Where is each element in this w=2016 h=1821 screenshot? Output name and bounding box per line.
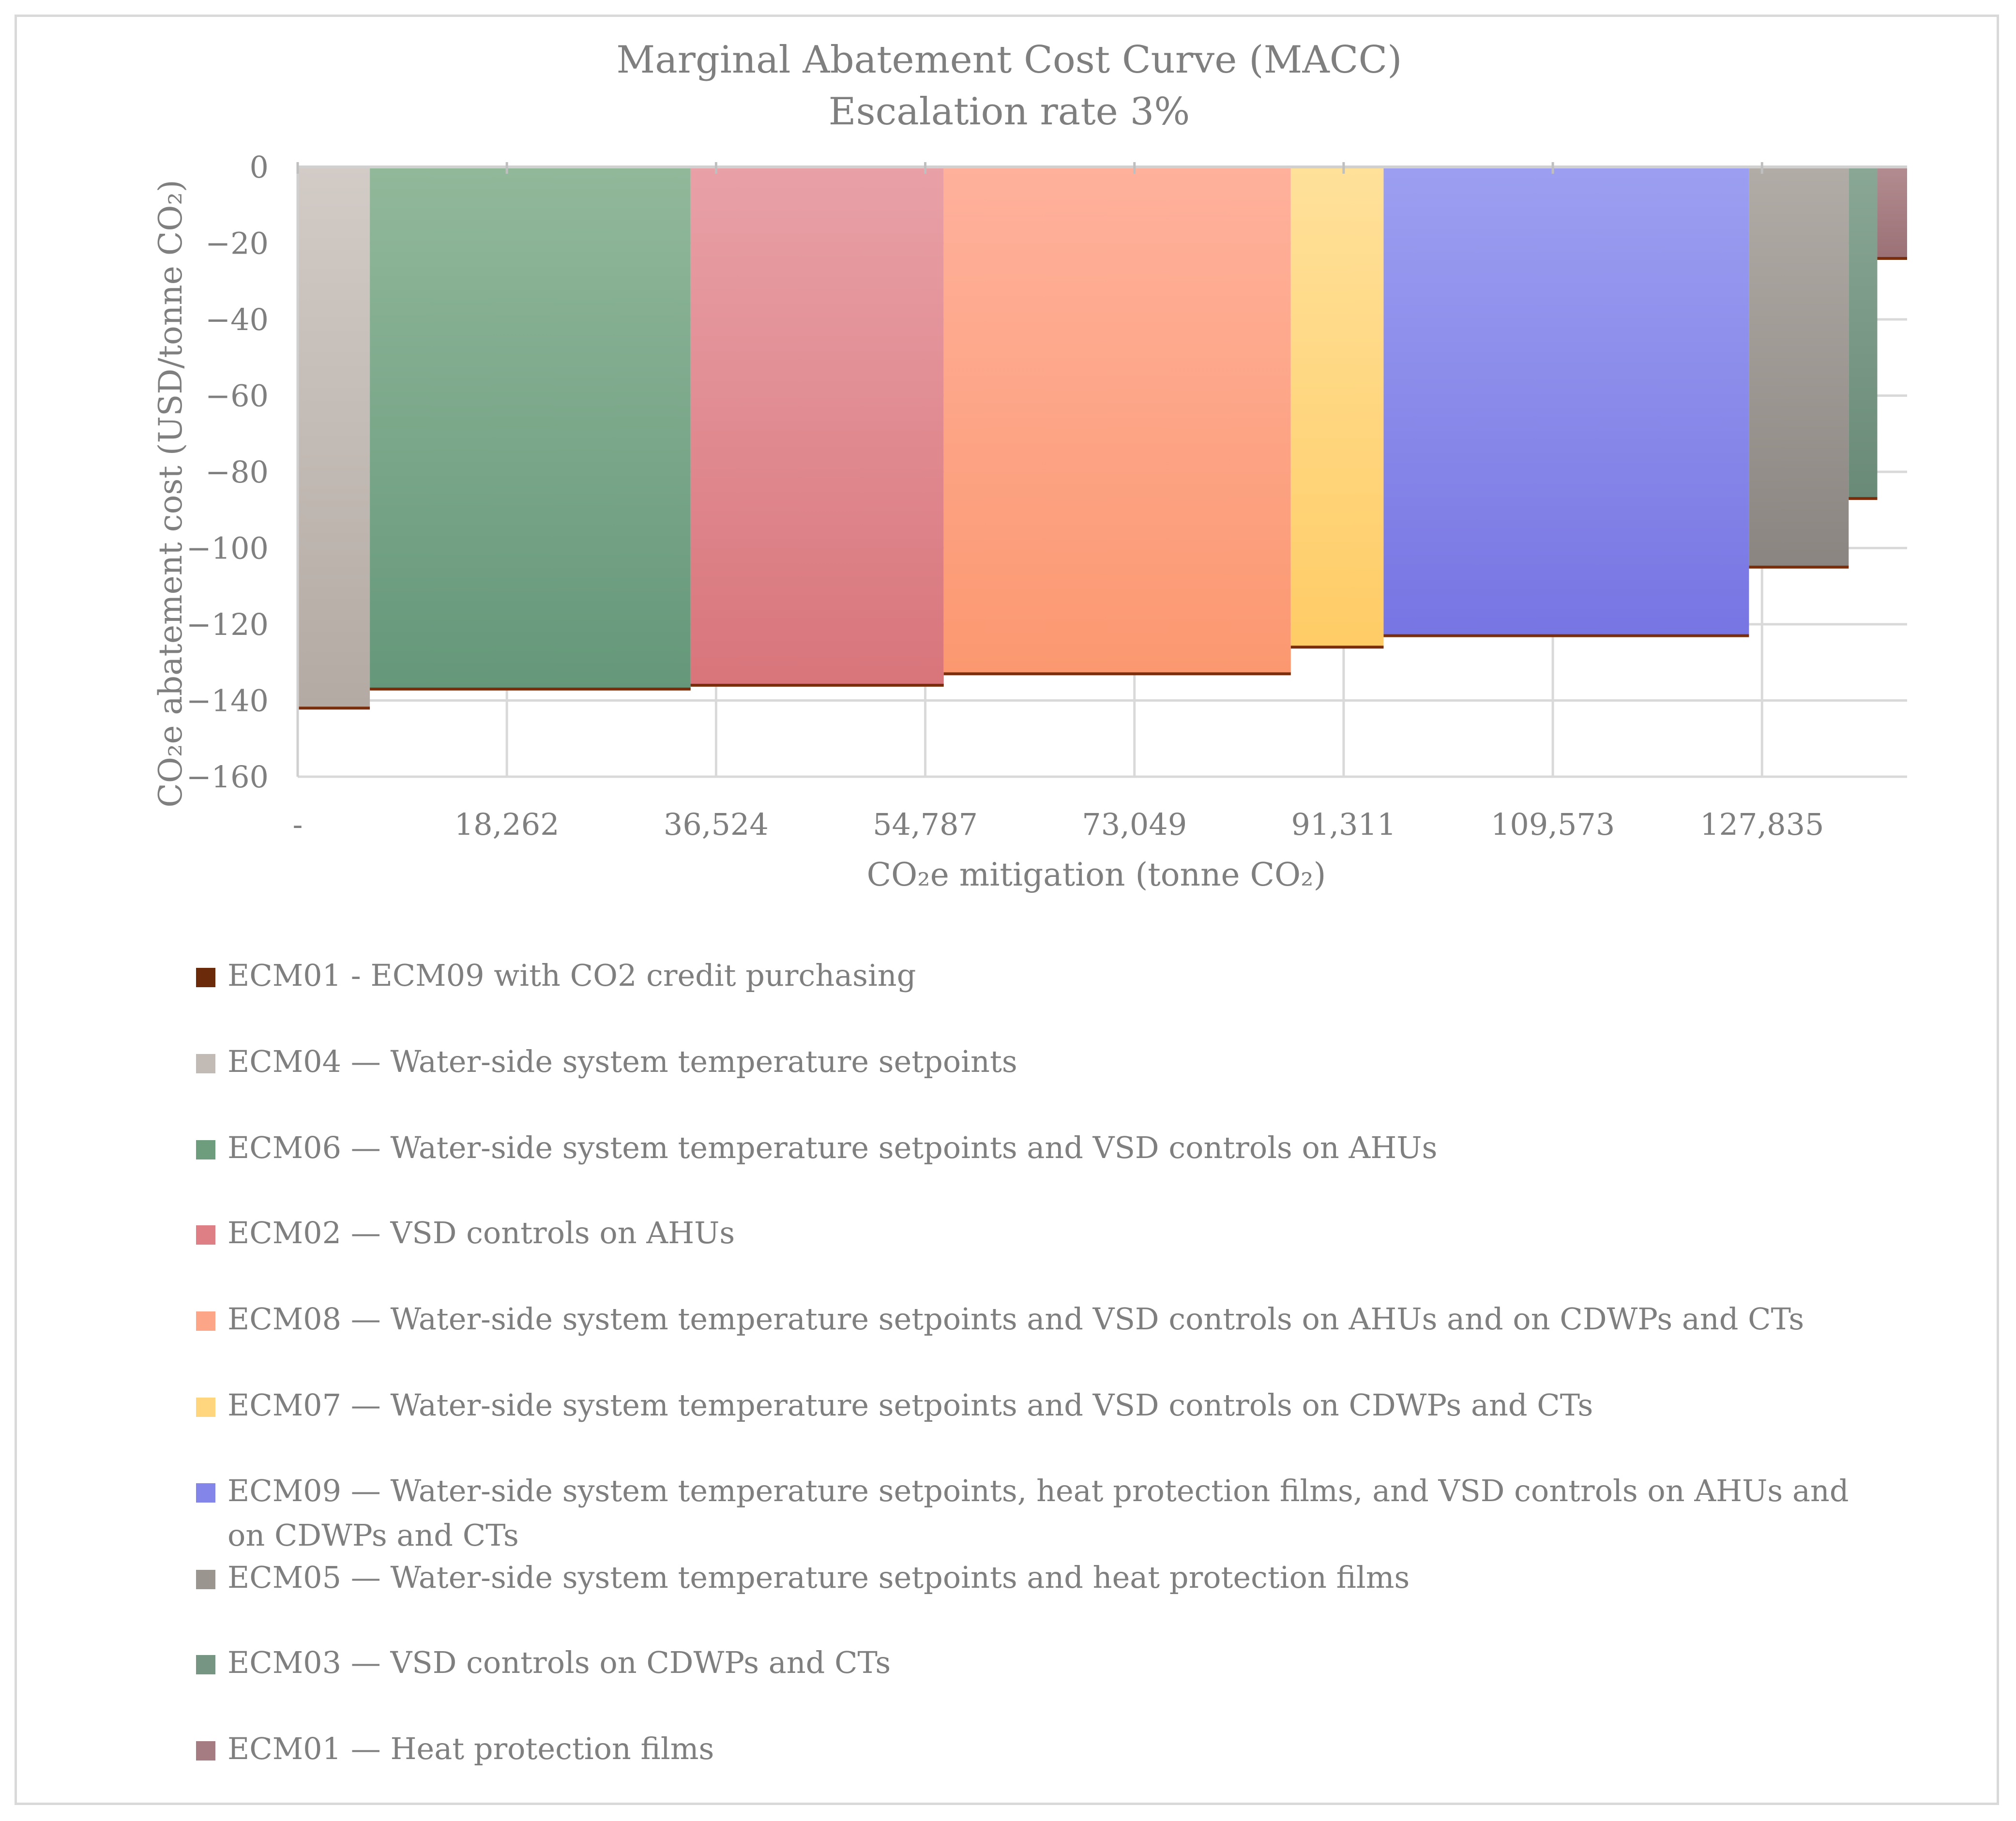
x-tick-label: 127,835 bbox=[1700, 807, 1824, 842]
legend-label: ECM08 — Water-side system temperature se… bbox=[227, 1301, 1804, 1337]
legend-label: ECM04 — Water-side system temperature se… bbox=[227, 1044, 1017, 1079]
macc-bar-4 bbox=[943, 167, 1291, 674]
legend-label: ECM05 — Water-side system temperature se… bbox=[227, 1560, 1410, 1595]
macc-bar-5 bbox=[1290, 167, 1384, 647]
chart-canvas: Marginal Abatement Cost Curve (MACC) Esc… bbox=[152, 38, 1907, 893]
y-tick-label: −40 bbox=[205, 302, 269, 337]
macc-bar-2 bbox=[370, 167, 691, 689]
macc-bar-7 bbox=[1749, 167, 1849, 567]
macc-bar-8 bbox=[1849, 167, 1878, 499]
y-tick-label: −120 bbox=[186, 607, 269, 642]
legend-swatch bbox=[196, 1054, 215, 1073]
legend-label: ECM07 — Water-side system temperature se… bbox=[227, 1387, 1593, 1423]
legend-label: ECM01 — Heat protection films bbox=[227, 1731, 714, 1766]
legend-swatch bbox=[196, 1483, 215, 1503]
bar-layer bbox=[298, 167, 1907, 708]
x-tick-label: 54,787 bbox=[873, 807, 978, 842]
y-tick-label: 0 bbox=[250, 150, 269, 185]
macc-bar-6 bbox=[1383, 167, 1749, 636]
legend-swatch bbox=[196, 1655, 215, 1674]
y-tick-label: −140 bbox=[186, 683, 269, 719]
legend-swatch bbox=[196, 1311, 215, 1331]
legend-label: ECM09 — Water-side system temperature se… bbox=[227, 1473, 1849, 1553]
x-tick-label: 73,049 bbox=[1082, 807, 1187, 842]
y-tick-label: −60 bbox=[205, 378, 269, 414]
legend-swatch bbox=[196, 1225, 215, 1245]
macc-bar-3 bbox=[690, 167, 944, 685]
legend-label: ECM02 — VSD controls on AHUs bbox=[227, 1215, 735, 1250]
y-tick-labels: 0 −20 −40 −60 −80 −100 −120 −140 −160 bbox=[186, 150, 269, 795]
chart-subtitle: Escalation rate 3% bbox=[829, 90, 1190, 134]
legend-swatch bbox=[196, 968, 215, 987]
y-axis-title: CO₂e abatement cost (USD/tonne CO₂) bbox=[152, 180, 189, 807]
x-tick-label: 18,262 bbox=[455, 807, 560, 842]
legend-label: ECM06 — Water-side system temperature se… bbox=[227, 1130, 1438, 1165]
y-tick-label: −80 bbox=[205, 454, 269, 490]
y-tick-label: −20 bbox=[205, 226, 269, 261]
x-axis-title: CO₂e mitigation (tonne CO₂) bbox=[867, 856, 1326, 893]
legend-label: ECM01 - ECM09 with CO2 credit purchasing bbox=[227, 958, 916, 993]
macc-bar-1 bbox=[298, 167, 370, 708]
legend-swatch bbox=[196, 1398, 215, 1417]
x-tick-labels: - 18,262 36,524 54,787 73,049 91,311 109,573 12… bbox=[293, 807, 1824, 842]
x-tick-label: 91,311 bbox=[1291, 807, 1396, 842]
x-tick-label: - bbox=[293, 807, 303, 842]
legend-swatch bbox=[196, 1741, 215, 1761]
legend-label: ECM03 — VSD controls on CDWPs and CTs bbox=[227, 1645, 891, 1680]
chart-frame: Marginal Abatement Cost Curve (MACC) Esc… bbox=[15, 15, 1999, 1805]
macc-bar-9 bbox=[1877, 167, 1907, 258]
x-tick-label: 109,573 bbox=[1491, 807, 1615, 842]
legend-swatch bbox=[196, 1140, 215, 1159]
legend-swatch bbox=[196, 1570, 215, 1589]
x-tick-label: 36,524 bbox=[664, 807, 769, 842]
axes bbox=[296, 162, 1907, 777]
chart-title: Marginal Abatement Cost Curve (MACC) bbox=[616, 38, 1402, 82]
y-tick-label: −100 bbox=[186, 531, 269, 566]
credit-step-line bbox=[298, 257, 1907, 710]
y-tick-label: −160 bbox=[186, 759, 269, 795]
